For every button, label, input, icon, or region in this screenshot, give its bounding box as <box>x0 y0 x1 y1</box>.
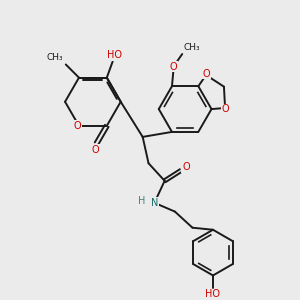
Text: O: O <box>222 104 230 115</box>
Text: HO: HO <box>106 50 122 60</box>
Text: O: O <box>74 121 81 131</box>
Text: CH₃: CH₃ <box>46 52 63 62</box>
Text: O: O <box>203 69 211 79</box>
Text: O: O <box>91 145 99 155</box>
Text: HO: HO <box>205 290 220 299</box>
Text: O: O <box>169 61 177 72</box>
Text: N: N <box>151 198 159 208</box>
Text: CH₃: CH₃ <box>184 43 200 52</box>
Text: H: H <box>138 196 146 206</box>
Text: O: O <box>182 162 190 172</box>
